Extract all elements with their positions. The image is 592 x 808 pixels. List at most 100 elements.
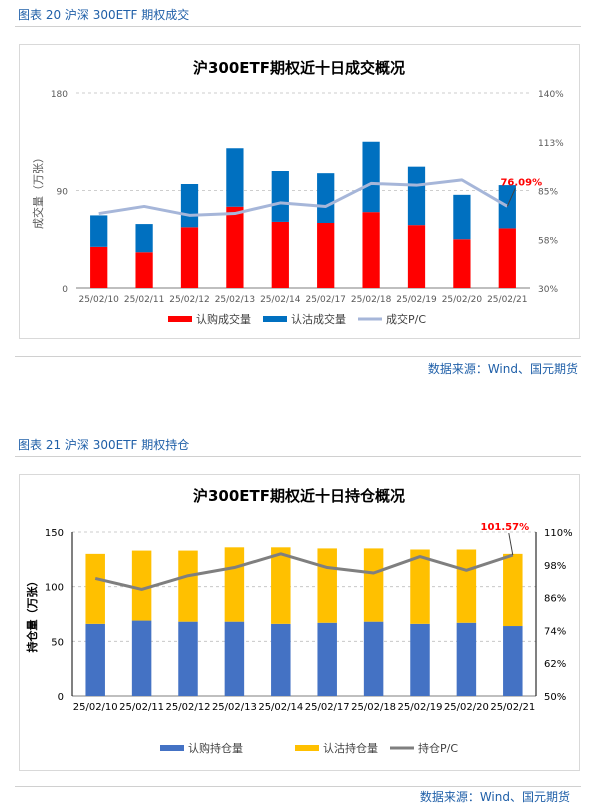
legend-swatch xyxy=(263,316,287,322)
y2-tick-label: 140% xyxy=(538,90,564,100)
annotation-label: 101.57% xyxy=(480,522,529,533)
y2-tick-label: 85% xyxy=(538,188,558,198)
bar-call xyxy=(410,623,430,696)
y2-tick-label: 74% xyxy=(544,626,566,637)
y2-tick-label: 98% xyxy=(544,561,566,572)
legend-label: 认沽成交量 xyxy=(291,312,346,326)
bar-call xyxy=(226,206,244,288)
legend-swatch xyxy=(160,745,184,751)
x-tick-label: 25/02/18 xyxy=(351,295,392,305)
x-tick-label: 25/02/13 xyxy=(215,295,255,305)
caption-divider-2 xyxy=(15,456,581,457)
data-source-1: 数据来源：Wind、国元期货 xyxy=(427,362,578,376)
bar-call xyxy=(498,228,516,288)
bar-call xyxy=(178,621,198,696)
y2-tick-label: 58% xyxy=(538,236,558,246)
bar-put xyxy=(453,194,471,240)
bar-call xyxy=(90,246,108,288)
bar-call xyxy=(503,626,523,696)
bar-call xyxy=(271,623,291,696)
legend-label: 认购成交量 xyxy=(196,312,251,326)
y2-tick-label: 86% xyxy=(544,594,566,605)
y-axis-label: 持仓量（万张） xyxy=(25,576,39,653)
y2-tick-label: 62% xyxy=(544,659,566,670)
x-tick-label: 25/02/19 xyxy=(396,295,437,305)
y2-tick-label: 113% xyxy=(538,139,564,149)
bar-call xyxy=(135,252,153,288)
volume-chart: 沪300ETF期权近十日成交概况 0 90 180 30% 58% 85% 113% 140% 成… xyxy=(31,59,564,326)
x-tick-label: 25/02/20 xyxy=(444,702,489,713)
open-interest-chart: 沪300ETF期权近十日持仓概况 0 50 100 150 50% 62% 74% 86% 98%… xyxy=(25,487,573,755)
bar-put xyxy=(224,547,245,622)
y-tick-label: 180 xyxy=(51,90,68,100)
figure-caption-2: 图表 21 沪深 300ETF 期权持仓 xyxy=(18,438,190,452)
legend-label: 认购持仓量 xyxy=(188,741,243,755)
y-tick-label: 50 xyxy=(51,637,64,648)
x-tick-label: 25/02/11 xyxy=(124,295,164,305)
source-divider-2 xyxy=(15,786,581,787)
y2-tick-label: 50% xyxy=(544,692,566,703)
x-tick-label: 25/02/10 xyxy=(73,702,118,713)
bar-call xyxy=(453,239,471,288)
bar-put xyxy=(362,141,380,213)
bar-call xyxy=(456,622,477,696)
bar-call xyxy=(224,621,245,696)
chart-frame-1: 沪300ETF期权近十日成交概况 0 90 180 30% 58% 85% 113% 140% 成… xyxy=(19,44,580,339)
bar-put xyxy=(410,549,430,624)
x-tick-label: 25/02/13 xyxy=(212,702,257,713)
y-axis-label: 成交量（万张） xyxy=(31,152,45,229)
chart-title: 沪300ETF期权近十日成交概况 xyxy=(193,59,405,77)
data-source-2: 数据来源：Wind、国元期货 xyxy=(419,790,570,804)
x-tick-label: 25/02/14 xyxy=(258,702,303,713)
bar-call xyxy=(131,620,152,696)
legend-swatch xyxy=(168,316,192,322)
x-tick-label: 25/02/14 xyxy=(260,295,301,305)
bar-put xyxy=(317,173,335,223)
pc-ratio-line xyxy=(94,552,514,591)
chart-frame-2: 沪300ETF期权近十日持仓概况 0 50 100 150 50% 62% 74% 86% 98%… xyxy=(19,474,580,771)
legend-label: 认沽持仓量 xyxy=(323,741,378,755)
bar-call xyxy=(407,225,426,288)
y-tick-label: 0 xyxy=(62,285,68,295)
x-tick-label: 25/02/11 xyxy=(119,702,164,713)
y2-tick-label: 30% xyxy=(538,285,558,295)
annotation-leader xyxy=(506,188,516,207)
annotation-label: 76.09% xyxy=(500,177,542,188)
x-tick-label: 25/02/17 xyxy=(305,295,345,305)
legend-label: 持仓P/C xyxy=(418,741,458,755)
bar-call xyxy=(362,212,380,288)
x-tick-label: 25/02/12 xyxy=(166,702,211,713)
bar-put xyxy=(135,224,153,253)
bar-put xyxy=(226,148,244,207)
y2-tick-label: 110% xyxy=(544,528,573,539)
source-divider-1 xyxy=(15,356,581,357)
bar-put xyxy=(363,548,384,622)
caption-divider-1 xyxy=(15,26,581,27)
bar-put xyxy=(317,548,337,623)
bar-put xyxy=(407,166,426,226)
y-tick-label: 0 xyxy=(58,692,64,703)
x-tick-label: 25/02/19 xyxy=(398,702,443,713)
x-tick-label: 25/02/12 xyxy=(169,295,209,305)
bar-put xyxy=(178,550,198,622)
pc-ratio-line xyxy=(98,178,509,217)
bar-call xyxy=(317,223,335,288)
y-tick-label: 150 xyxy=(45,528,64,539)
legend-swatch xyxy=(295,745,319,751)
bar-call xyxy=(271,221,289,288)
legend-label: 成交P/C xyxy=(386,312,426,326)
bar-call xyxy=(180,227,199,288)
y-tick-label: 100 xyxy=(45,583,64,594)
bar-put xyxy=(180,184,199,228)
bar-call xyxy=(85,623,105,696)
bar-put xyxy=(90,215,108,247)
x-tick-label: 25/02/21 xyxy=(490,702,535,713)
x-tick-label: 25/02/21 xyxy=(487,295,527,305)
bar-put xyxy=(271,171,289,222)
x-tick-label: 25/02/18 xyxy=(351,702,396,713)
x-tick-label: 25/02/20 xyxy=(442,295,483,305)
bar-put xyxy=(456,549,477,623)
y-tick-label: 90 xyxy=(57,188,69,198)
bar-put xyxy=(271,547,291,624)
annotation-leader xyxy=(508,532,514,556)
